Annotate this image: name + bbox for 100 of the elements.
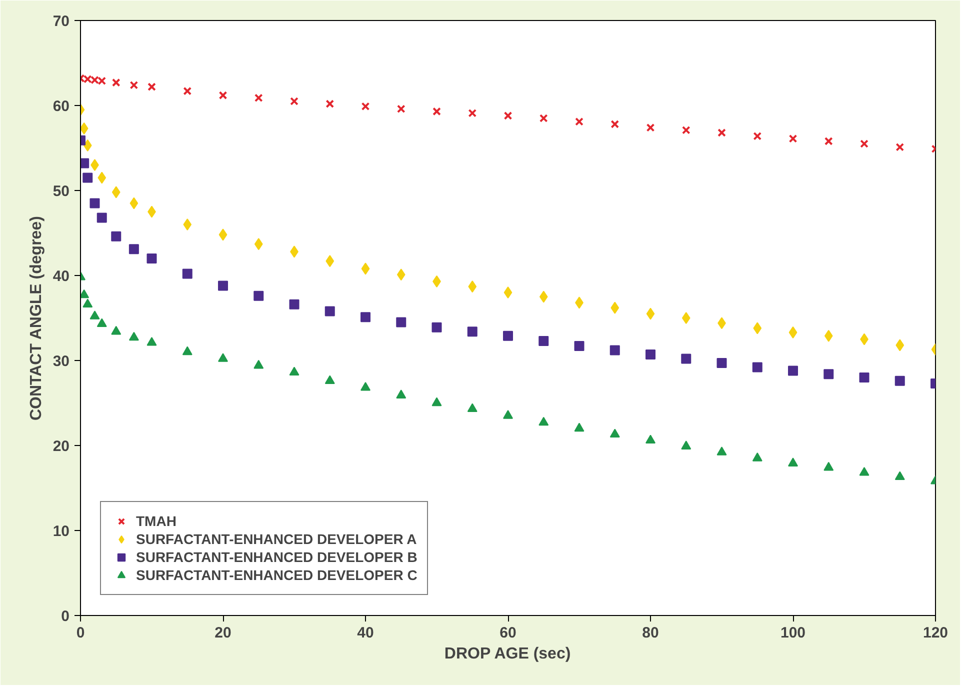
point <box>504 286 512 298</box>
point <box>503 330 513 341</box>
point <box>182 268 192 279</box>
legend-label: SURFACTANT-ENHANCED DEVELOPER B <box>136 548 418 566</box>
point <box>752 362 762 372</box>
point <box>646 123 655 132</box>
point <box>539 290 548 303</box>
point <box>90 198 100 208</box>
point <box>432 107 441 116</box>
point <box>396 317 406 328</box>
point <box>80 158 90 168</box>
point <box>788 458 798 466</box>
point <box>130 80 138 90</box>
point <box>146 336 157 346</box>
point <box>788 366 798 376</box>
point <box>538 416 549 426</box>
y-tick-label: 70 <box>52 13 70 30</box>
point <box>254 94 263 102</box>
point <box>894 376 905 386</box>
x-tick-label: 120 <box>922 624 948 642</box>
y-axis-title: CONTACT ANGLE (degree) <box>28 216 45 421</box>
point <box>646 350 656 360</box>
point <box>396 390 406 398</box>
y-tick-label: 40 <box>52 268 70 285</box>
point <box>111 231 122 242</box>
point <box>716 446 727 456</box>
point <box>788 134 798 143</box>
point <box>289 366 300 376</box>
x-tick-label: 100 <box>780 624 806 642</box>
y-tick-label: 60 <box>52 98 70 115</box>
point <box>112 186 120 198</box>
legend-label: SURFACTANT-ENHANCED DEVELOPER A <box>136 530 417 548</box>
point <box>894 471 905 480</box>
point <box>82 298 93 308</box>
point <box>111 326 122 335</box>
point <box>218 280 228 291</box>
point <box>326 100 334 108</box>
point <box>396 104 406 114</box>
point <box>716 358 727 368</box>
point <box>90 310 100 320</box>
y-tick-label: 0 <box>61 608 70 625</box>
point <box>82 172 93 183</box>
x-tick-label: 80 <box>642 624 659 642</box>
point <box>326 255 334 268</box>
point <box>824 137 833 146</box>
point <box>361 102 370 111</box>
point <box>468 280 477 293</box>
point <box>753 322 762 334</box>
point <box>504 112 512 120</box>
point <box>128 332 139 341</box>
point <box>824 330 833 342</box>
point <box>538 336 549 346</box>
point <box>112 78 120 87</box>
point <box>610 345 620 356</box>
point <box>752 452 762 462</box>
point <box>753 132 762 140</box>
point <box>183 86 192 96</box>
point <box>148 82 156 91</box>
point <box>646 308 655 320</box>
point <box>860 140 868 148</box>
legend-label: SURFACTANT-ENHANCED DEVELOPER C <box>136 566 418 584</box>
point <box>896 142 904 152</box>
point <box>289 299 300 310</box>
y-tick-label: 50 <box>52 183 70 200</box>
point <box>130 197 138 210</box>
point <box>539 114 548 122</box>
point <box>290 97 298 106</box>
point <box>682 126 690 134</box>
point <box>646 434 656 444</box>
point <box>96 212 107 223</box>
point <box>503 410 513 419</box>
point <box>324 306 335 316</box>
point <box>824 369 834 380</box>
point <box>896 339 904 352</box>
point <box>254 238 263 250</box>
point <box>218 228 228 241</box>
point <box>718 128 726 137</box>
point <box>83 139 92 152</box>
point <box>788 326 798 338</box>
point <box>432 322 442 332</box>
y-tick-label: 30 <box>52 353 70 370</box>
point <box>90 159 99 171</box>
point <box>681 440 692 450</box>
x-tick-label: 20 <box>214 624 232 642</box>
point <box>610 120 620 128</box>
point <box>681 354 692 364</box>
point <box>254 360 264 369</box>
legend-label: TMAH <box>136 512 176 530</box>
point <box>859 372 870 382</box>
point <box>360 312 370 322</box>
point <box>361 262 370 275</box>
point <box>467 403 478 412</box>
point <box>324 375 335 384</box>
point <box>182 346 192 356</box>
point <box>360 382 370 391</box>
y-tick-label: 10 <box>52 523 70 540</box>
point <box>467 326 478 337</box>
point <box>146 254 157 264</box>
point <box>575 117 584 126</box>
point <box>574 422 584 432</box>
